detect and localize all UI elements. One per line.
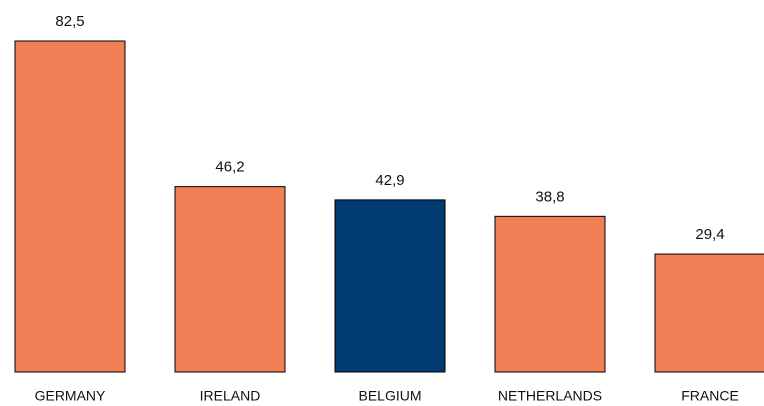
- x-tick-label: BELGIUM: [358, 388, 421, 404]
- bar: [334, 199, 446, 373]
- value-label: 42,9: [375, 172, 404, 189]
- bar: [494, 215, 606, 373]
- x-tick-label: NETHERLANDS: [498, 388, 602, 404]
- value-label: 38,8: [535, 188, 564, 205]
- bar: [14, 40, 126, 373]
- x-tick-label: FRANCE: [681, 388, 739, 404]
- bar: [174, 186, 286, 373]
- x-tick-label: GERMANY: [35, 388, 106, 404]
- value-label: 46,2: [215, 159, 244, 176]
- bar: [654, 253, 764, 373]
- value-label: 82,5: [55, 13, 84, 30]
- value-label: 29,4: [695, 226, 724, 243]
- x-tick-label: IRELAND: [200, 388, 261, 404]
